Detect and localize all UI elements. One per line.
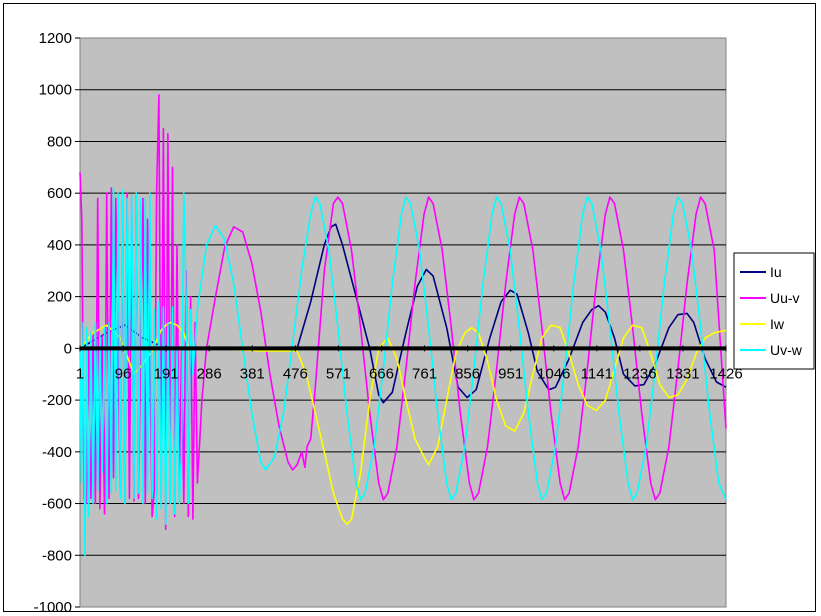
- y-axis: 1200 1000 800 600 400 200 0 -200 -400 -600 -800 -10…: [34, 30, 80, 613]
- chart-frame: 1200 1000 800 600 400 200 0 -200 -400 -600 -800 -10…: [3, 3, 816, 613]
- y-tick-label: -1000: [34, 599, 72, 613]
- x-tick-label: 1141: [581, 365, 613, 382]
- legend-label: Iu: [770, 264, 782, 280]
- x-tick-label: 1426: [709, 365, 742, 382]
- y-tick-label: -400: [42, 444, 72, 461]
- x-tick-label: 1331: [666, 365, 699, 382]
- y-tick-label: 400: [47, 237, 72, 254]
- y-tick-label: 600: [47, 185, 72, 202]
- x-tick-label: 1: [76, 365, 84, 382]
- y-tick-label: 1000: [39, 82, 72, 99]
- legend-label: Uv-w: [770, 342, 803, 358]
- x-tick-label: 476: [283, 365, 308, 382]
- y-tick-label: 1200: [39, 30, 72, 47]
- series-line-iw: [79, 321, 727, 525]
- x-tick-label: 666: [369, 365, 394, 382]
- x-tick-label: 1046: [537, 365, 570, 382]
- y-tick-label: 800: [47, 133, 72, 150]
- x-tick-label: 761: [412, 365, 437, 382]
- x-tick-label: 191: [154, 365, 179, 382]
- series-line-uv-w: [79, 187, 727, 557]
- series-line-iu: [79, 223, 727, 404]
- y-tick-label: -800: [42, 547, 72, 564]
- legend: Iu Uu-v Iw Uv-w: [733, 252, 815, 370]
- x-tick-label: 856: [455, 365, 480, 382]
- y-tick-label: -600: [42, 496, 72, 513]
- x-tick-label: 571: [326, 365, 351, 382]
- legend-label: Iw: [770, 316, 785, 332]
- x-tick-label: 951: [498, 365, 523, 382]
- x-tick-label: 381: [240, 365, 265, 382]
- y-tick-label: 0: [64, 340, 72, 357]
- x-tick-labels: 1 96 191 286 381 476 571 666 761 856 951 1046 1141 12…: [76, 345, 743, 382]
- x-tick-label: 1236: [623, 365, 656, 382]
- legend-label: Uu-v: [770, 290, 800, 306]
- y-tick-label: 200: [47, 289, 72, 306]
- y-tick-label: -200: [42, 392, 72, 409]
- line-chart: 1200 1000 800 600 400 200 0 -200 -400 -600 -800 -10…: [34, 30, 815, 613]
- x-tick-label: 286: [197, 365, 222, 382]
- series-group: [79, 94, 727, 557]
- x-tick-label: 96: [115, 365, 132, 382]
